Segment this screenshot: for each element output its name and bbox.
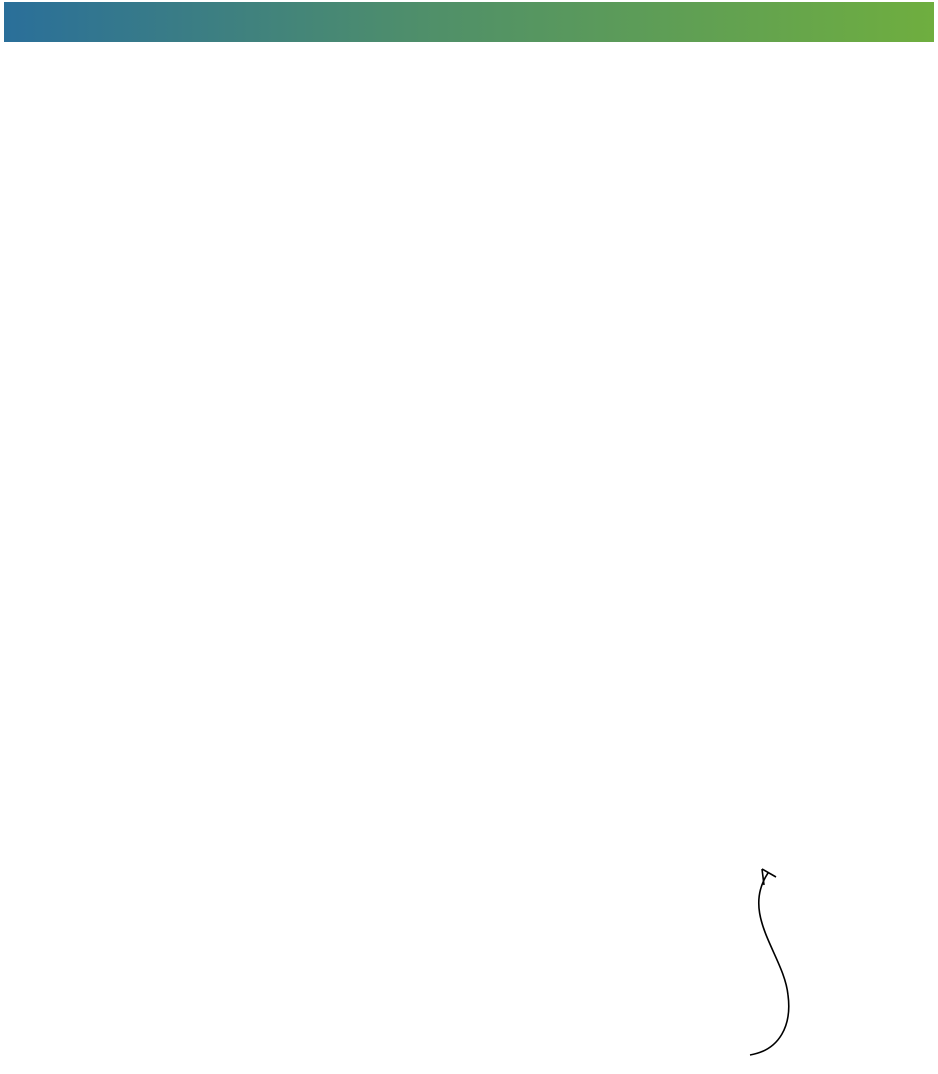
fed-fund-futures-header	[752, 548, 938, 572]
actual-cpi-header	[328, 48, 540, 72]
annotation-arrow	[749, 868, 790, 1056]
fed-funds-header	[700, 48, 922, 72]
table-title	[4, 2, 934, 42]
